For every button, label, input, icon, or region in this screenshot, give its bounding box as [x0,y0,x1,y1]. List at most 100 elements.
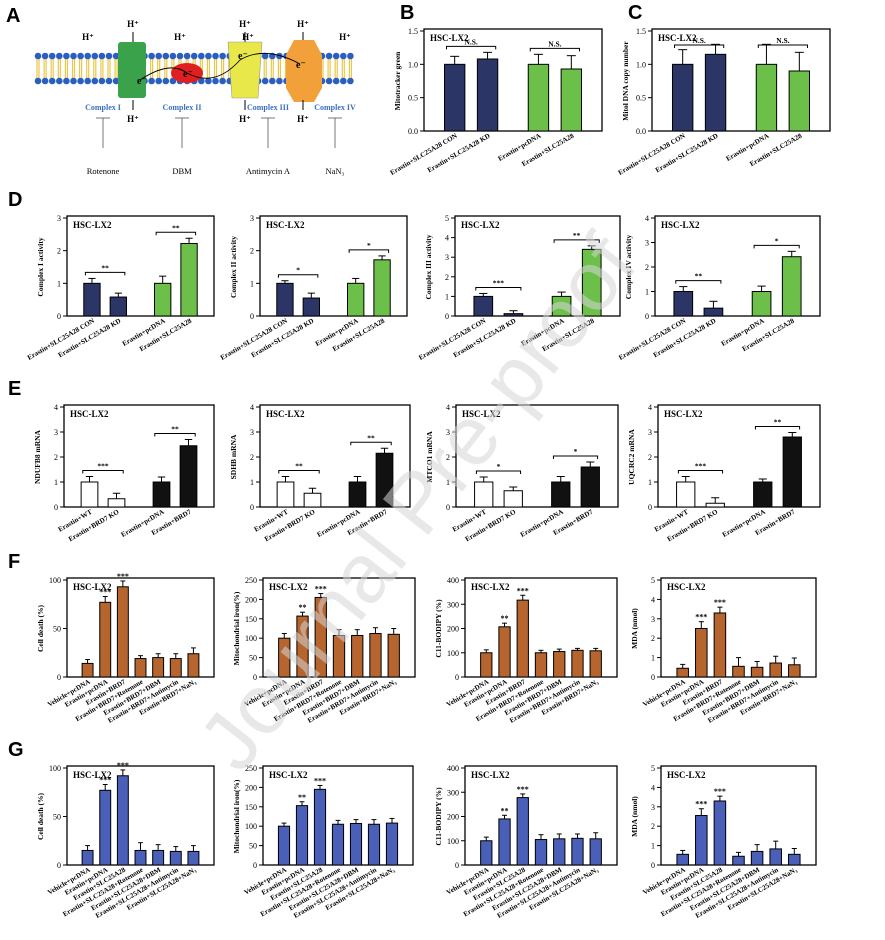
y-axis-label: MDA (nmol) [630,796,639,837]
category-label: Erastin+BRD7 KO [666,508,720,544]
panel-a-etc-diagram: A H⁺ H⁺ H⁺ H⁺ H⁺ H⁺ H⁺ e⁻ e⁻ e⁻ e⁻ H⁺ H⁺ H⁺ Complex I R… [6,5,356,176]
category-label: Erastin+BRD7 KO [263,508,317,544]
bar [480,840,493,866]
significance-bracket [757,44,808,48]
plot-title: HSC-LX2 [269,770,308,780]
y-tick-label: 4 [446,403,450,412]
bar [476,58,499,132]
y-tick-label: 100 [245,634,257,643]
y-tick-label: 0 [446,503,450,512]
y-tick-label: 100 [447,649,459,658]
y-tick-label: 0.5 [408,94,418,103]
y-tick-label: 1 [250,279,254,288]
y-tick-label: 1 [57,279,61,288]
bar [313,788,327,866]
significance-label: * [574,447,578,456]
bar [107,498,126,508]
y-tick-label: 1 [54,478,58,487]
y-tick-label: 2 [57,247,61,256]
significance-bracket [529,47,580,52]
bar [367,823,381,866]
plot-frame [654,215,821,317]
bar [516,797,529,866]
plot-frame [423,28,603,132]
y-axis-label: Mitochondrial iron(%) [232,779,241,853]
significance-label: ** [367,433,375,442]
significance-label: *** [97,462,109,471]
bar [99,601,112,678]
bar [302,297,320,317]
significance-stars: *** [314,776,326,785]
bar [347,282,365,317]
bar [676,481,696,508]
significance-label: ** [295,462,303,471]
plot-title: HSC-LX2 [430,33,469,43]
y-tick-label: 4 [645,214,649,223]
bar [152,481,171,508]
y-tick-label: 100 [245,822,257,831]
y-tick-label: 4 [54,403,58,412]
y-tick-label: 0.5 [636,94,646,103]
significance-bracket [677,470,724,474]
plot-title: HSC-LX2 [664,409,703,419]
plot-frame [66,215,215,317]
inhibitor-label-4: NaN₃ [325,166,344,176]
significance-label: ** [695,272,703,281]
significance-label: ** [774,418,782,427]
y-tick-label: 0 [651,861,655,870]
significance-bracket [754,426,801,430]
plot-frame [454,215,621,317]
significance-bracket [278,470,320,474]
bar [349,822,363,866]
bar [732,855,745,866]
plot-frame [259,404,411,508]
bar [516,599,529,678]
bar [81,662,94,678]
plot-title: HSC-LX2 [661,220,700,230]
significance-bracket [552,455,599,459]
significance-bracket [674,44,725,48]
bar [169,850,182,866]
y-tick-label: 0 [253,673,257,682]
y-tick-label: 4 [445,234,449,243]
y-tick-label: 3 [250,214,254,223]
bar [560,68,583,132]
significance-bracket [475,470,522,474]
bar [676,853,689,866]
y-tick-label: 50 [249,842,257,851]
y-tick-label: 0 [57,861,61,870]
proton-label-top-1: H⁺ [174,32,186,42]
y-tick-label: 2 [645,263,649,272]
significance-bracket [348,249,390,253]
bar [80,481,99,508]
y-tick-label: 50 [53,625,61,634]
significance-stars: *** [99,587,111,596]
significance-label: N.S. [692,36,705,45]
y-tick-label: 200 [245,595,257,604]
category-label: Erastin+BRD7 KO [464,508,518,544]
bar [750,666,764,678]
y-tick-label: 0 [651,673,655,682]
significance-label: * [497,462,501,471]
electron-label-1: e⁻ [183,69,193,80]
plot-title: HSC-LX2 [471,770,510,780]
proton-label-bottom-1: H⁺ [239,114,251,124]
significance-stars: *** [117,572,129,581]
bar [713,800,727,866]
y-axis-label: Complex I activity [36,237,45,296]
bar [179,445,198,508]
significance-bracket [753,244,800,249]
chart-panel-1: C HSC-LX2 0.0 0.5 1.0 1.5 Mitol DNA copy numbe… [617,2,831,177]
significance-stars: *** [517,785,529,794]
y-tick-label: 0 [250,312,254,321]
proton-label-bottom-2: H⁺ [297,114,309,124]
bar [503,490,523,508]
bar [295,805,309,866]
y-axis-label: Complex III activity [424,234,433,299]
y-tick-label: 1.5 [636,27,646,36]
significance-label: * [775,236,779,245]
y-tick-label: 0 [57,312,61,321]
proton-label-top-2: H⁺ [242,32,254,42]
bar [152,657,165,678]
